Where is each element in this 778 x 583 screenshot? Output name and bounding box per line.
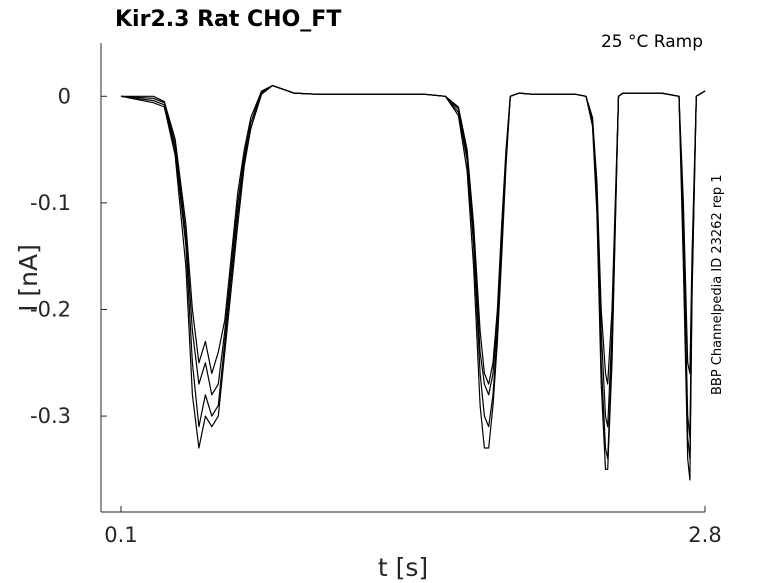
x-axis-label: t [s] bbox=[378, 553, 428, 582]
traces bbox=[120, 84, 706, 481]
y-axis-label: I [nA] bbox=[14, 244, 43, 312]
axes bbox=[100, 43, 705, 513]
ticks: 0 -0.1 -0.2 -0.3 0.1 2.8 bbox=[30, 84, 722, 547]
y-tick-label: -0.3 bbox=[30, 404, 71, 428]
x-tick-label: 0.1 bbox=[104, 523, 137, 547]
y-tick-label: -0.2 bbox=[30, 297, 71, 321]
current-trace-4 bbox=[120, 84, 706, 481]
y-tick-label: 0 bbox=[58, 84, 71, 108]
x-tick-label: 2.8 bbox=[688, 523, 721, 547]
condition-annotation: 25 °C Ramp bbox=[601, 32, 703, 52]
chart-title: Kir2.3 Rat CHO_FT bbox=[115, 7, 341, 32]
y-tick-label: -0.1 bbox=[30, 191, 71, 215]
channelpedia-id-annotation: BBP Channelpedia ID 23262 rep 1 bbox=[710, 174, 725, 395]
